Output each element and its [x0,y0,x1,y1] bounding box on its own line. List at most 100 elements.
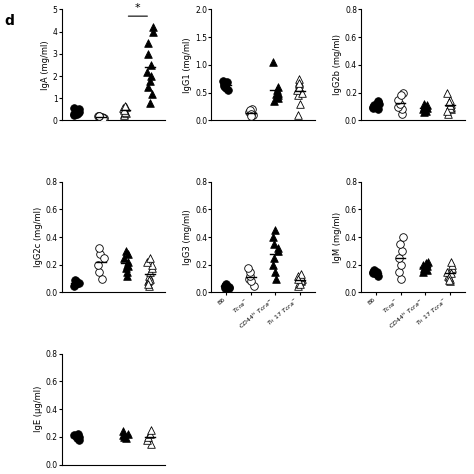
Point [395,268,403,275]
Point [374,272,382,280]
Point [72,281,80,288]
Point [297,273,304,281]
Point [297,271,305,278]
Point [371,269,379,277]
Point [269,261,276,269]
Point [420,264,428,271]
Point [295,79,302,87]
Y-axis label: IgG1 (mg/ml): IgG1 (mg/ml) [183,37,192,93]
Point [120,106,128,113]
Point [122,247,129,255]
Point [370,266,378,274]
Point [222,281,230,288]
Point [223,78,231,85]
Point [445,273,453,281]
Point [375,100,383,108]
Point [270,97,277,105]
Point [146,77,154,84]
Point [421,103,429,110]
Point [144,39,151,46]
Point [147,61,155,69]
Point [396,240,404,248]
Point [122,109,129,117]
Point [420,103,428,110]
Point [145,276,152,284]
Point [420,100,428,108]
Point [70,104,78,112]
Point [145,50,152,58]
Point [73,279,81,287]
Point [147,440,155,447]
Point [100,254,107,262]
Point [147,426,155,434]
Point [247,112,255,120]
Point [370,103,377,110]
Point [99,275,106,283]
Point [423,266,431,274]
Point [398,91,405,99]
Point [247,110,255,118]
Point [293,86,301,94]
Point [120,111,128,118]
Point [446,275,454,283]
Point [75,106,82,113]
Point [423,104,430,112]
Point [422,107,430,115]
Point [120,433,128,440]
Point [99,113,106,121]
Point [224,86,232,94]
Point [447,269,455,277]
Point [224,283,231,291]
Point [120,254,128,262]
Point [370,101,378,109]
Point [95,112,103,120]
Point [75,436,82,443]
Point [120,110,128,118]
Point [94,113,102,120]
Point [124,430,132,438]
Point [120,107,128,114]
Point [73,110,81,118]
Point [122,103,130,111]
Point [146,275,154,283]
Point [221,282,229,289]
Point [250,282,257,289]
Point [119,428,127,435]
Point [248,106,255,113]
Point [99,114,107,122]
Point [298,276,305,284]
Point [396,100,403,108]
Point [96,250,103,257]
Point [419,268,427,275]
Point [446,99,453,106]
Point [398,106,406,113]
Point [221,83,229,91]
Point [144,258,151,266]
Point [144,278,152,285]
Point [70,282,77,289]
Point [419,106,427,113]
Point [373,271,380,278]
Point [297,278,305,285]
Point [420,109,428,116]
Y-axis label: IgG2b (mg/ml): IgG2b (mg/ml) [333,35,342,95]
Point [124,262,132,270]
Point [145,433,152,440]
Point [220,82,228,90]
Point [270,240,278,248]
Point [148,264,156,271]
Point [374,106,382,113]
Point [70,432,78,439]
Point [419,261,427,269]
Point [298,275,305,283]
Point [72,281,79,288]
Point [295,272,302,280]
Point [295,279,303,287]
Point [95,112,103,119]
Point [399,89,407,97]
Point [395,254,402,262]
Point [74,430,82,438]
Point [95,261,102,269]
Point [71,111,78,118]
Point [444,268,451,275]
